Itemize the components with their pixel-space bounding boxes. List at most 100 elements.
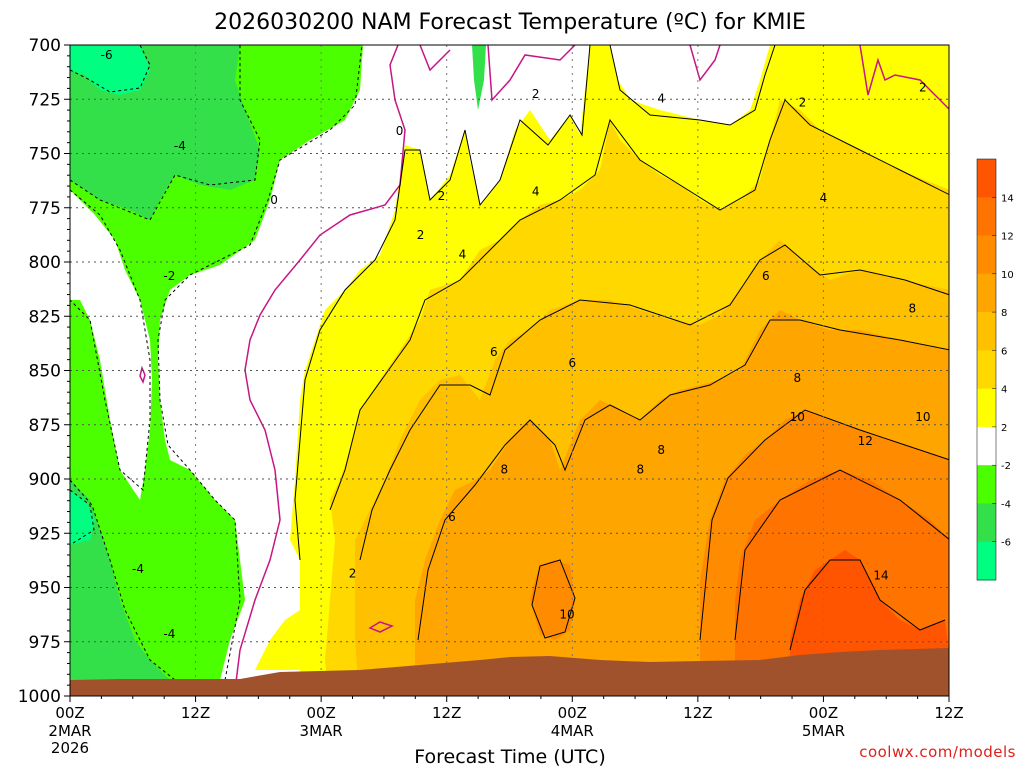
contour-zero-f	[368, 621, 394, 633]
y-tick-label: 800	[29, 253, 61, 273]
contour-label: 8	[657, 443, 665, 457]
y-tick-label: 825	[29, 307, 61, 327]
contour-label: 2	[799, 96, 807, 110]
contour-label: 6	[490, 345, 498, 359]
contour-4-outline	[329, 99, 949, 511]
contour-label: 2	[532, 87, 540, 101]
y-tick-label: 925	[29, 524, 61, 544]
contour-zero-e	[859, 45, 949, 111]
y-tick-label: 750	[29, 145, 61, 165]
contour-12-outline	[734, 469, 949, 641]
colorbar-band	[977, 350, 996, 390]
contour-zero-g	[139, 365, 146, 385]
contour-minus4-b	[70, 479, 176, 681]
y-tick-label: 725	[29, 90, 61, 110]
colorbar-frame	[976, 158, 997, 581]
colorbar-band	[977, 388, 996, 428]
band-below-minus6	[70, 45, 150, 95]
y-tick-label: 850	[29, 362, 61, 382]
contour-label: 6	[762, 269, 770, 283]
y-tick-label: 875	[29, 416, 61, 436]
contour-label: 4	[459, 247, 467, 261]
contour-minus2-b	[70, 189, 151, 492]
contour-2-outline-b	[609, 45, 776, 126]
contour-zero-c	[487, 45, 576, 102]
band-2-4-low-spot	[255, 610, 340, 670]
x-tick-label: 12Z	[683, 704, 712, 722]
x-tick-label: 00Z	[306, 704, 335, 722]
contour-label: 8	[909, 302, 917, 316]
contour-minus6	[70, 45, 151, 93]
contour-zero-b	[419, 45, 451, 72]
band-below-minus6-low	[70, 490, 95, 545]
colorbar-label: -6	[1001, 538, 1011, 549]
contour-label: 4	[657, 91, 665, 105]
contour-label: -4	[132, 562, 144, 576]
band-white-pocket	[70, 190, 152, 500]
colorbar-band	[977, 273, 996, 313]
colorbar-label: -2	[1001, 461, 1011, 472]
colorbar-label: 10	[1001, 270, 1014, 281]
y-tick-label: 700	[29, 36, 61, 56]
chart-title: 2026030200 NAM Forecast Temperature (ºC)…	[214, 10, 806, 35]
y-tick-label: 1000	[18, 687, 61, 707]
x-tick-date: 5MAR	[802, 722, 845, 740]
contour-zero-d	[689, 45, 721, 82]
contour-label: 8	[793, 371, 801, 385]
colorbar-label: 2	[1001, 423, 1007, 434]
y-axis: 700 725 750 775 800 825 850 875 900 925 950 975 1000	[18, 36, 70, 707]
colorbar-band	[977, 235, 996, 275]
band-green-spot	[472, 45, 486, 110]
contour-label: 2	[349, 566, 357, 580]
colorbar: 14 12 10 8 6 4 2 -2 -4 -6	[976, 158, 1014, 581]
contour-label: 8	[636, 462, 644, 476]
x-axis-label: Forecast Time (UTC)	[414, 746, 605, 768]
band-10-12	[530, 560, 575, 640]
contour-14-outline	[789, 559, 946, 651]
contour-label: 4	[532, 185, 540, 199]
colorbar-label: 4	[1001, 385, 1007, 396]
contour-label: 10	[915, 410, 930, 424]
colorbar-label: 14	[1001, 193, 1014, 204]
x-tick-date: 3MAR	[300, 722, 343, 740]
contour-minus4	[70, 45, 261, 221]
colorbar-label: 8	[1001, 308, 1007, 319]
contour-label: 6	[568, 356, 576, 370]
contour-label: 6	[448, 510, 456, 524]
band-minus6-minus4-low	[70, 480, 170, 680]
contour-label: 0	[270, 193, 278, 207]
credit-text: coolwx.com/models	[859, 743, 1016, 761]
x-tick-label: 00Z	[558, 704, 587, 722]
contour-2-outline	[294, 45, 591, 561]
contour-label: -2	[163, 269, 175, 283]
colorbar-band	[977, 541, 996, 581]
contour-label: 0	[396, 124, 404, 138]
contour-label: 8	[500, 462, 508, 476]
x-tick-label: 12Z	[181, 704, 210, 722]
colorbar-band	[977, 312, 996, 351]
terrain	[70, 648, 949, 696]
x-tick-date: 2MAR	[48, 722, 91, 740]
y-tick-label: 900	[29, 470, 61, 490]
colorbar-band	[977, 426, 996, 466]
colorbar-band	[977, 159, 996, 198]
contour-label: 10	[790, 410, 805, 424]
contour-label: 10	[559, 608, 574, 622]
contour-label: -6	[101, 48, 113, 62]
contour-label: 12	[858, 434, 873, 448]
grid	[70, 45, 949, 696]
x-tick-label: 00Z	[809, 704, 838, 722]
x-tick-label: 12Z	[432, 704, 461, 722]
contour-label: 2	[417, 228, 425, 242]
colorbar-band	[977, 503, 996, 543]
colorbar-label: -4	[1001, 499, 1011, 510]
x-tick-label: 00Z	[55, 704, 84, 722]
y-tick-label: 975	[29, 633, 61, 653]
colorbar-label: 12	[1001, 232, 1014, 243]
y-tick-label: 775	[29, 199, 61, 219]
x-tick-label: 12Z	[934, 704, 963, 722]
